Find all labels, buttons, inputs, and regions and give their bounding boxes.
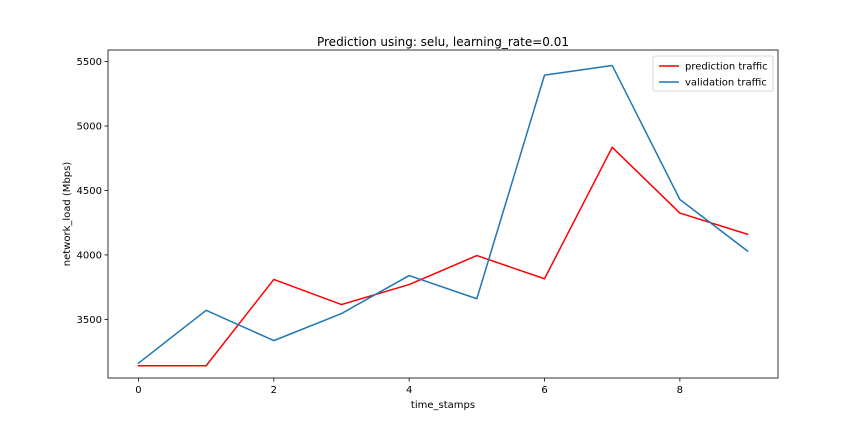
x-tick-label-2: 4 — [406, 385, 412, 396]
plot-background — [108, 50, 778, 378]
y-axis-label: network_load (Mbps) — [62, 162, 73, 267]
y-tick-label-1: 4000 — [77, 250, 102, 261]
axes-layer: 0 2 4 6 8 3500 4000 4500 5000 5500 — [77, 49, 779, 396]
y-tick-label-3: 5000 — [77, 122, 102, 133]
series-line-1 — [137, 64, 749, 365]
legend: prediction traffic validation traffic — [652, 55, 774, 92]
x-tick-label-0: 0 — [135, 385, 141, 396]
x-tick-label-1: 2 — [271, 385, 277, 396]
y-tick-label-4: 5500 — [77, 57, 102, 68]
plot-area — [108, 50, 778, 378]
legend-label-0: prediction traffic — [685, 62, 768, 73]
chart-title: Prediction using: selu, learning_rate=0.… — [317, 35, 569, 49]
x-tick-label-3: 6 — [541, 385, 547, 396]
series-line-0 — [137, 146, 749, 367]
x-tick-label-4: 8 — [677, 385, 683, 396]
axes-frame — [107, 49, 779, 379]
y-tick-label-0: 3500 — [77, 315, 102, 326]
legend-box — [652, 55, 774, 92]
x-axis-label: time_stamps — [411, 400, 475, 411]
legend-label-1: validation traffic — [685, 78, 767, 89]
series-layer — [137, 64, 749, 367]
y-tick-label-2: 4500 — [77, 186, 102, 197]
